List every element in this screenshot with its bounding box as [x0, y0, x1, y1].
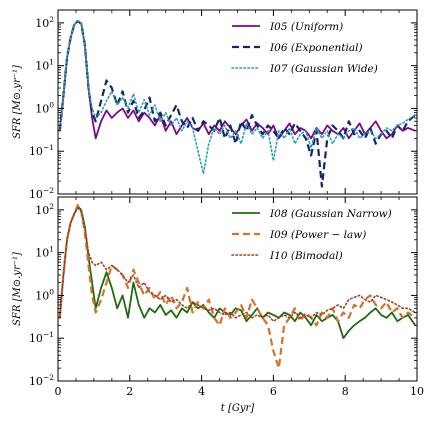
- series-group: [58, 203, 417, 370]
- x-tick-label: 0: [55, 385, 62, 398]
- legend-entry-1: I08 (Gaussian Narrow): [269, 208, 392, 220]
- y-tick-label: 101: [35, 245, 54, 260]
- series-line-2: [58, 203, 416, 370]
- legend-entry-2: I06 (Exponential): [269, 42, 363, 54]
- series-line-3: [58, 20, 417, 175]
- series-line-3: [58, 207, 417, 323]
- y-tick-label: 10−1: [29, 143, 54, 158]
- legend-entry-2: I09 (Power − law): [269, 229, 366, 241]
- plot-frame: [57, 9, 418, 195]
- legend-entry-1: I05 (Uniform): [269, 21, 343, 33]
- y-tick-label: 10−2: [29, 186, 54, 201]
- series-group: [58, 20, 417, 188]
- legend: I05 (Uniform) I06 (Exponential) I07 (Gauss…: [231, 21, 378, 75]
- legend: I08 (Gaussian Narrow) I09 (Power − law) I1…: [231, 208, 392, 262]
- y-tick-label: 101: [35, 58, 54, 73]
- y-tick-label: 10−2: [29, 373, 54, 388]
- y-tick-label: 100: [35, 100, 54, 115]
- legend-entry-3: I07 (Gaussian Wide): [269, 63, 378, 75]
- x-axis-label: t [Gyr]: [221, 403, 255, 414]
- x-tick-label: 4: [198, 385, 205, 398]
- x-tick-label: 2: [126, 385, 133, 398]
- x-tick-label: 10: [410, 385, 424, 398]
- y-tick-label: 102: [35, 202, 54, 217]
- x-tick-label: 6: [270, 385, 277, 398]
- series-line-1: [58, 20, 416, 140]
- y-tick-label: 10−1: [29, 330, 54, 345]
- x-tick-label: 8: [342, 385, 349, 398]
- y-tick-label: 100: [35, 287, 54, 302]
- y-axis-label: SFR [M⊙.yr⁻¹]: [12, 65, 23, 139]
- y-axis-label: SFR [M⊙.yr⁻¹]: [12, 252, 23, 326]
- bottom-panel: 10−2 10−1 100 101 102 0 2 4 6 8 10 SFR [M⊙.yr⁻¹] t […: [12, 196, 424, 414]
- legend-entry-3: I10 (Bimodal): [269, 250, 343, 262]
- y-tick-label: 102: [35, 15, 54, 30]
- top-panel: 10−2 10−1 100 101 102 SFR [M⊙.yr⁻¹] I05 (Unifo…: [12, 9, 418, 201]
- series-line-1: [58, 205, 416, 340]
